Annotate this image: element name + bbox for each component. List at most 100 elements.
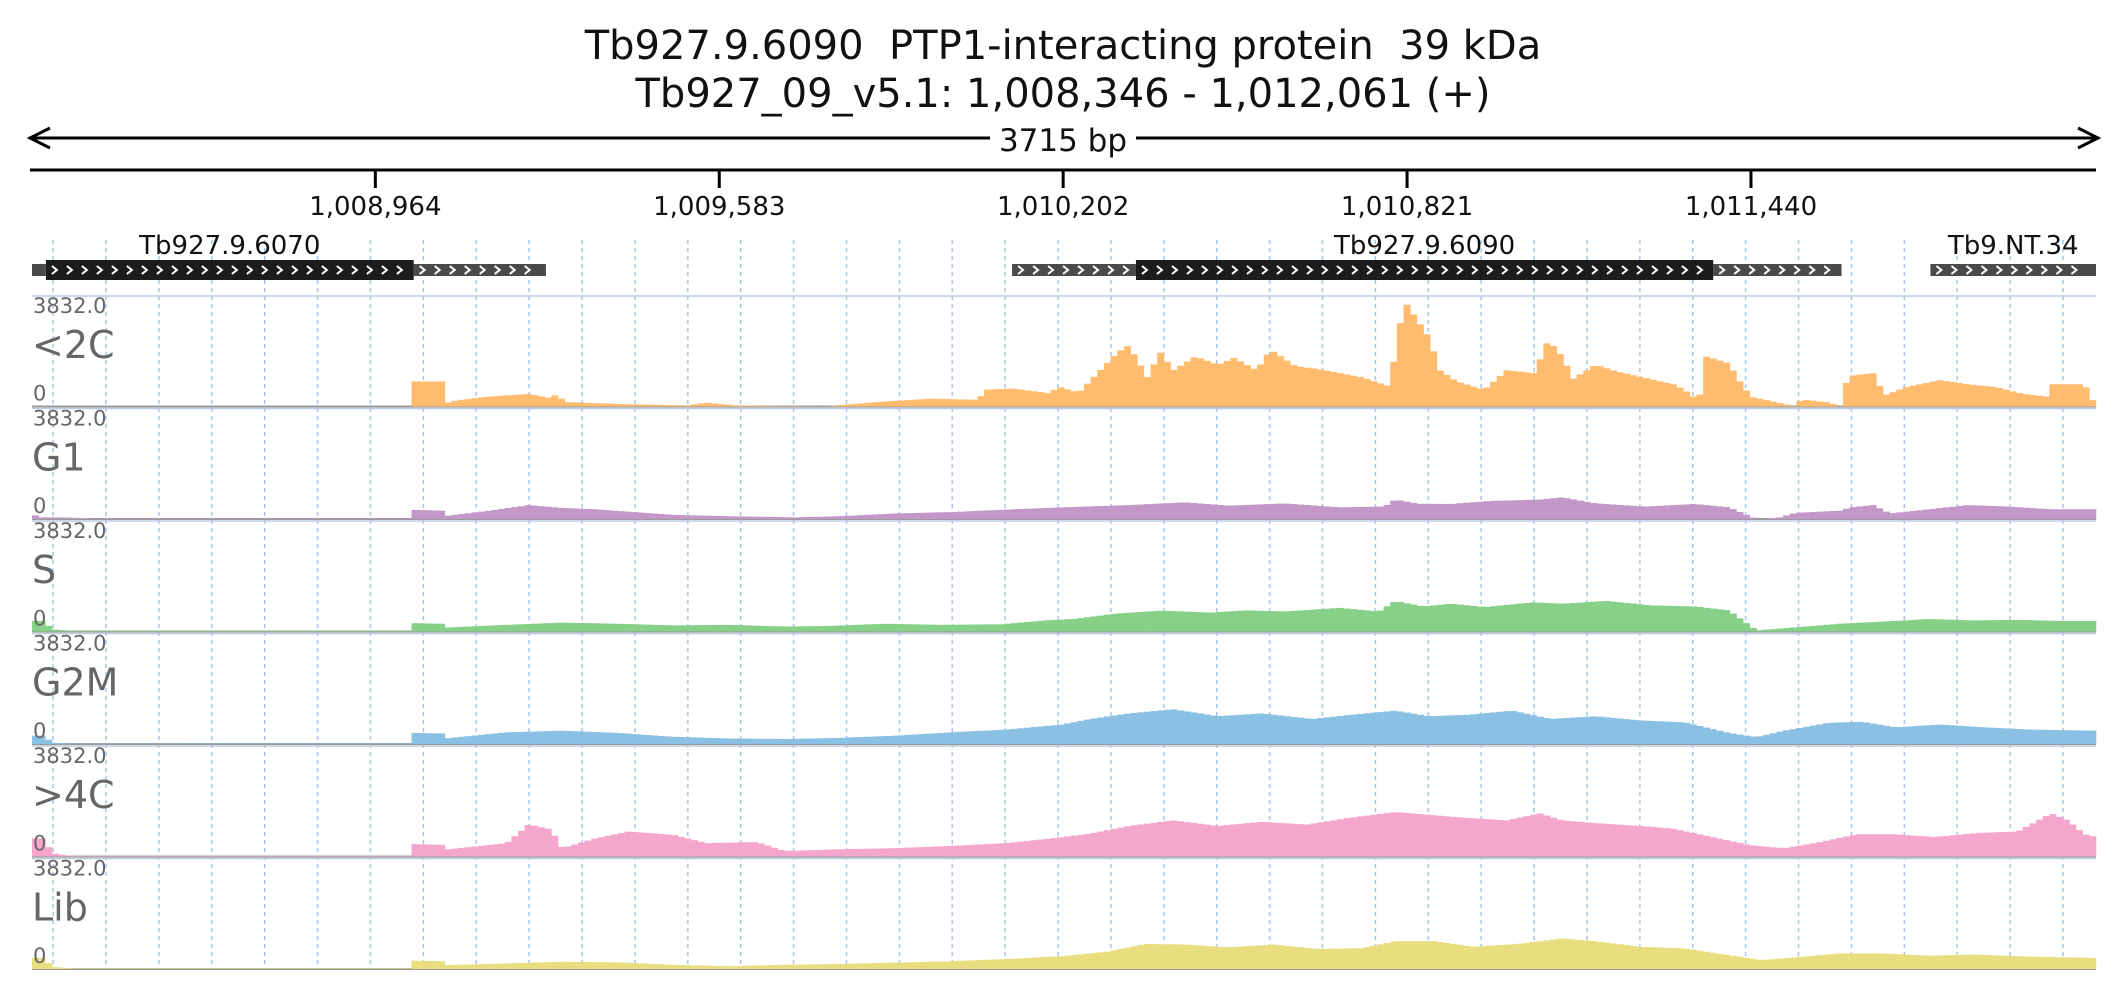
coverage-bar: [830, 964, 838, 969]
coverage-bar: [1123, 713, 1131, 744]
coverage-bar: [1083, 834, 1091, 857]
coverage-bar: [1050, 725, 1058, 744]
coverage-bar: [1483, 606, 1491, 632]
coverage-bar: [2069, 957, 2077, 969]
coverage-bar: [671, 964, 679, 969]
strand-chevron: [1017, 265, 1025, 275]
coverage-bar: [837, 516, 845, 519]
coverage-bar: [1683, 948, 1691, 969]
coverage-bar: [1942, 955, 1950, 969]
coverage-bar: [930, 733, 938, 744]
coverage-bar: [1676, 504, 1684, 519]
coverage-bar: [211, 968, 219, 969]
strand-chevron: [261, 265, 269, 275]
coverage-bar: [1916, 835, 1924, 857]
coverage-bar: [617, 404, 625, 407]
coverage-bar: [1969, 620, 1977, 632]
coverage-bar: [1283, 823, 1291, 857]
coverage-bar: [211, 518, 219, 519]
coverage-bar: [178, 855, 186, 857]
coverage-bar: [604, 732, 612, 744]
coverage-bar: [870, 624, 878, 632]
coverage-bar: [1277, 356, 1285, 407]
coverage-bar: [491, 733, 499, 744]
coverage-track: 3832.0<2C0: [32, 294, 2097, 408]
coverage-bar: [830, 516, 838, 519]
coverage-bar: [504, 624, 512, 632]
coverage-bar: [1929, 955, 1937, 969]
strand-chevron: [1666, 265, 1674, 275]
coverage-bar: [271, 518, 279, 519]
strand-chevron: [1935, 265, 1944, 275]
coverage-bar: [1376, 383, 1384, 407]
coverage-bar: [1576, 602, 1584, 632]
coverage-bar: [1363, 713, 1371, 744]
coverage-bar: [1237, 610, 1245, 632]
coverage-bar: [1896, 834, 1904, 857]
coverage-bar: [1896, 389, 1904, 407]
track-name: S: [32, 548, 56, 592]
coverage-bar: [557, 961, 565, 969]
coverage-bar: [245, 518, 253, 519]
coverage-bar: [764, 845, 772, 857]
coverage-bar: [1783, 628, 1791, 632]
coverage-bar: [697, 403, 705, 407]
coverage-bar: [1137, 712, 1145, 744]
coverage-bar: [584, 840, 592, 857]
coverage-bar: [1270, 822, 1278, 857]
coverage-bar: [418, 960, 426, 969]
coverage-bar: [1297, 504, 1304, 519]
coverage-bar: [464, 847, 472, 857]
coverage-bar: [1922, 509, 1930, 519]
coverage-bar: [1103, 363, 1111, 407]
coverage-bar: [897, 624, 905, 632]
strand-chevron: [1561, 265, 1569, 275]
coverage-bar: [384, 630, 392, 632]
coverage-bar: [1230, 358, 1238, 407]
coverage-bar: [1323, 506, 1331, 519]
coverage-bar: [2022, 394, 2030, 407]
coverage-bar: [737, 405, 745, 407]
coverage-bar: [1083, 953, 1091, 969]
coverage-bar: [351, 518, 359, 519]
coverage-bar: [1097, 831, 1105, 857]
coverage-bar: [1137, 504, 1145, 519]
coverage-bar: [1443, 816, 1451, 857]
coverage-bar: [131, 630, 139, 632]
coverage-bar: [265, 855, 272, 857]
coverage-bar: [697, 515, 705, 519]
coverage-bar: [1543, 343, 1551, 407]
coverage-bar: [1044, 838, 1051, 857]
coverage-bar: [757, 738, 765, 744]
coverage-bar: [438, 733, 446, 744]
coverage-bar: [1177, 365, 1185, 407]
coverage-bar: [684, 405, 692, 407]
coverage-bar: [1317, 609, 1324, 632]
gene-utr3: [1713, 264, 1842, 276]
coverage-bar: [85, 518, 93, 519]
coverage-bar: [797, 738, 805, 744]
coverage-bar: [98, 630, 106, 632]
gene-utr3: [413, 264, 546, 276]
coverage-bar: [1683, 831, 1691, 857]
coverage-bar: [764, 738, 772, 744]
coverage-bar: [1683, 504, 1691, 519]
coverage-bar: [311, 968, 319, 969]
coverage-bar: [604, 510, 612, 519]
coverage-bar: [2062, 384, 2070, 407]
coverage-bar: [1576, 374, 1584, 407]
coverage-bar: [1024, 621, 1032, 632]
coverage-bar: [1922, 619, 1930, 632]
coverage-bar: [651, 624, 659, 632]
coverage-bar: [1476, 946, 1484, 969]
coverage-bar: [1882, 834, 1890, 857]
coverage-bar: [617, 962, 625, 969]
coverage-bar: [1956, 954, 1964, 969]
coverage-bar: [1283, 503, 1291, 519]
coverage-bar: [1543, 602, 1551, 632]
coverage-bar: [1103, 951, 1111, 969]
coverage-bar: [1117, 613, 1125, 632]
coverage-bar: [1816, 955, 1824, 969]
coverage-bar: [717, 842, 725, 857]
coverage-bar: [604, 403, 612, 407]
